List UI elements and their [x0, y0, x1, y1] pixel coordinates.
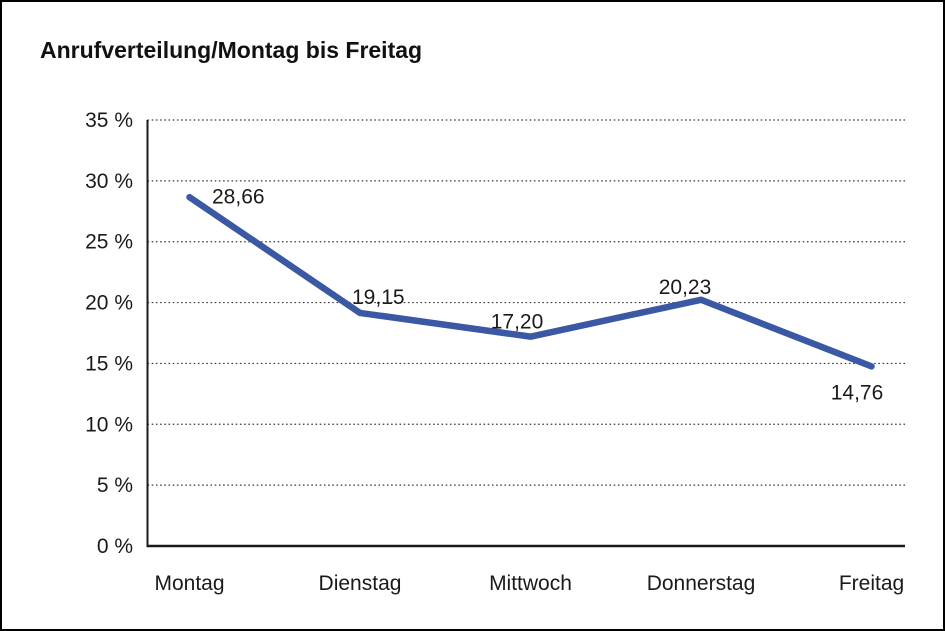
y-tick-label: 5 %	[97, 474, 133, 497]
y-tick-label: 20 %	[85, 292, 133, 315]
chart-title: Anrufverteilung/Montag bis Freitag	[40, 37, 423, 63]
x-category-label: Mittwoch	[489, 572, 572, 595]
y-tick-label: 0 %	[97, 535, 133, 558]
y-tick-label: 15 %	[85, 352, 133, 375]
y-tick-label: 25 %	[85, 231, 133, 254]
data-point-label: 19,15	[352, 286, 405, 309]
x-category-label: Donnerstag	[647, 572, 756, 595]
x-category-label: Dienstag	[319, 572, 402, 595]
data-series-line	[186, 193, 875, 370]
y-tick-label: 10 %	[85, 413, 133, 436]
data-point-label: 20,23	[659, 276, 712, 299]
x-category-label: Montag	[154, 572, 224, 595]
y-tick-label: 30 %	[85, 170, 133, 193]
data-point-label: 14,76	[831, 381, 884, 404]
y-tick-label: 35 %	[85, 109, 133, 132]
data-point-label: 28,66	[212, 186, 265, 209]
data-point-label: 17,20	[491, 311, 544, 334]
x-category-label: Freitag	[839, 572, 904, 595]
